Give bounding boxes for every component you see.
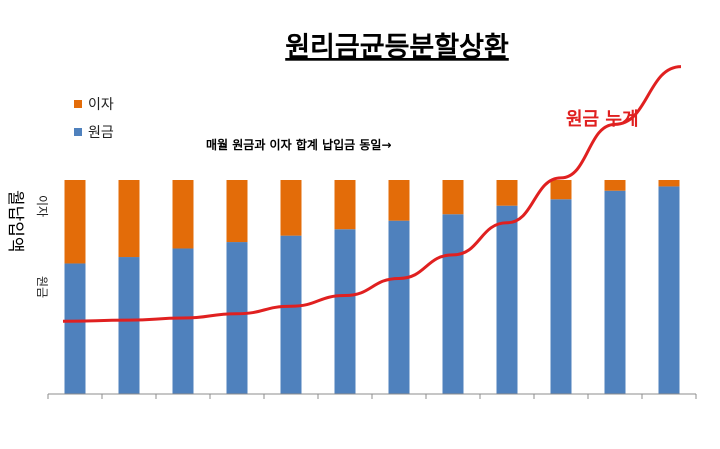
bar-interest-8 [442,180,464,215]
bar-principal-10 [550,199,572,394]
bars [64,180,680,394]
bar-interest-9 [496,180,518,206]
bar-interest-10 [550,180,572,200]
bar-interest-1 [64,180,86,264]
bar-principal-5 [280,235,302,394]
bar-interest-7 [388,180,410,221]
bar-principal-8 [442,214,464,394]
bar-interest-4 [226,180,248,243]
y-axis-label: 월납입액 [5,190,25,253]
bar-interest-5 [280,180,302,236]
cumulative-line-group [62,65,682,323]
legend: 이자 원금 [74,97,114,141]
bar-interest-12 [658,180,680,187]
bar-principal-3 [172,248,194,394]
bar-principal-6 [334,229,356,394]
bar-principal-4 [226,242,248,394]
segment-label-principal: 원금 [35,276,49,298]
chart-title: 원리금균등분할상환 [285,32,509,63]
bar-interest-3 [172,180,194,249]
x-axis [47,393,697,399]
bar-principal-1 [64,263,86,394]
cumulative-principal-line [62,65,682,323]
segment-label-interest: 이자 [35,195,49,217]
bar-principal-7 [388,220,410,394]
bar-interest-6 [334,180,356,230]
bar-principal-11 [604,190,626,394]
legend-label-interest: 이자 [88,97,114,113]
y-axis-label-text: 월납입액 [5,190,25,253]
legend-swatch-interest [74,100,82,108]
bar-interest-2 [118,180,140,258]
bar-principal-2 [118,257,140,394]
bar-principal-9 [496,205,518,394]
legend-swatch-principal [74,128,82,136]
bar-interest-11 [604,180,626,191]
equal-payment-note: 매월 원금과 이자 합계 납입금 동일→ [206,137,392,152]
bar-principal-12 [658,186,680,394]
legend-label-principal: 원금 [88,125,114,141]
